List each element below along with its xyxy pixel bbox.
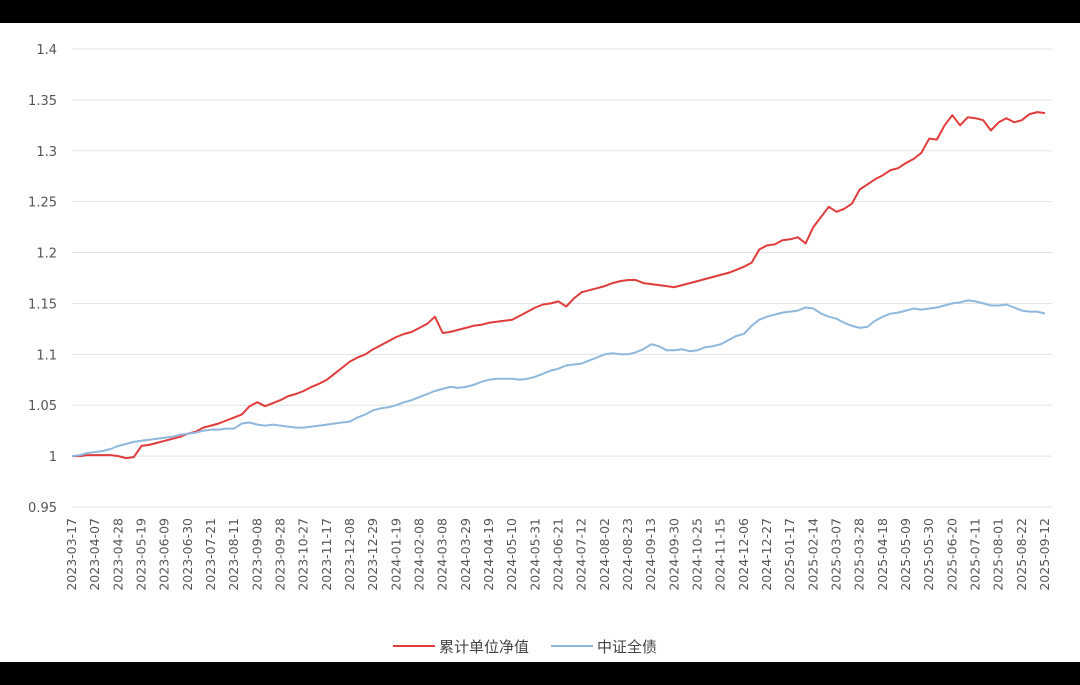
- x-tick-label: 2024-01-19: [388, 518, 403, 591]
- x-tick-label: 2025-07-11: [968, 518, 983, 591]
- x-tick-label: 2024-02-08: [412, 518, 427, 591]
- x-tick-label: 2024-07-12: [574, 518, 589, 591]
- plot-background: [0, 23, 1080, 662]
- y-tick-label: 0.95: [28, 501, 57, 516]
- x-tick-label: 2025-03-28: [852, 518, 867, 591]
- x-tick-label: 2024-09-30: [666, 518, 681, 591]
- x-tick-label: 2024-10-25: [690, 518, 705, 591]
- x-tick-label: 2025-02-14: [805, 518, 820, 591]
- x-tick-label: 2023-06-09: [157, 518, 172, 591]
- x-tick-label: 2025-08-22: [1014, 518, 1029, 591]
- x-tick-label: 2024-03-08: [435, 518, 450, 591]
- y-tick-label: 1.05: [28, 399, 57, 414]
- x-tick-label: 2025-03-07: [829, 518, 844, 591]
- x-tick-label: 2023-08-11: [226, 518, 241, 591]
- x-tick-label: 2023-12-29: [365, 518, 380, 591]
- legend-label: 中证全债: [597, 638, 657, 656]
- x-tick-label: 2024-05-31: [527, 518, 542, 591]
- x-tick-label: 2025-08-01: [991, 518, 1006, 591]
- x-tick-label: 2023-12-08: [342, 518, 357, 591]
- x-tick-label: 2023-09-08: [249, 518, 264, 591]
- x-tick-label: 2024-05-10: [504, 518, 519, 591]
- x-tick-label: 2024-03-29: [458, 518, 473, 591]
- y-tick-label: 1.2: [36, 247, 57, 262]
- x-tick-label: 2025-05-30: [921, 518, 936, 591]
- series-line: [71, 299, 1046, 458]
- x-tick-label: 2023-03-17: [64, 518, 79, 591]
- legend-label: 累计单位净值: [439, 638, 529, 656]
- x-tick-label: 2024-04-19: [481, 518, 496, 591]
- x-tick-label: 2023-07-21: [203, 518, 218, 591]
- x-tick-label: 2025-09-12: [1037, 518, 1052, 591]
- x-tick-label: 2023-06-30: [180, 518, 195, 591]
- y-tick-label: 1.25: [28, 196, 57, 211]
- x-tick-label: 2024-08-23: [620, 518, 635, 591]
- y-tick-label: 1.1: [36, 348, 57, 363]
- x-tick-label: 2024-12-06: [736, 518, 751, 591]
- x-tick-label: 2024-06-21: [551, 518, 566, 591]
- x-tick-label: 2025-05-09: [898, 518, 913, 591]
- x-tick-label: 2023-04-07: [87, 518, 102, 591]
- x-tick-label: 2024-09-13: [643, 518, 658, 591]
- x-tick-label: 2024-12-27: [759, 518, 774, 591]
- x-tick-label: 2023-10-27: [296, 518, 311, 591]
- y-tick-label: 1.15: [28, 297, 57, 312]
- x-tick-label: 2023-04-28: [110, 518, 125, 591]
- x-tick-label: 2025-06-20: [944, 518, 959, 591]
- x-tick-label: 2025-04-18: [875, 518, 890, 591]
- x-tick-label: 2023-11-17: [319, 518, 334, 591]
- series-line: [72, 111, 1046, 460]
- y-tick-label: 1: [49, 450, 57, 465]
- y-tick-label: 1.35: [28, 94, 57, 109]
- x-tick-label: 2024-11-15: [713, 518, 728, 591]
- y-tick-label: 1.3: [36, 145, 57, 160]
- x-tick-label: 2023-05-19: [134, 518, 149, 591]
- y-tick-label: 1.4: [36, 43, 57, 58]
- x-tick-label: 2024-08-02: [597, 518, 612, 591]
- x-tick-label: 2023-09-28: [273, 518, 288, 591]
- x-tick-label: 2025-01-17: [782, 518, 797, 591]
